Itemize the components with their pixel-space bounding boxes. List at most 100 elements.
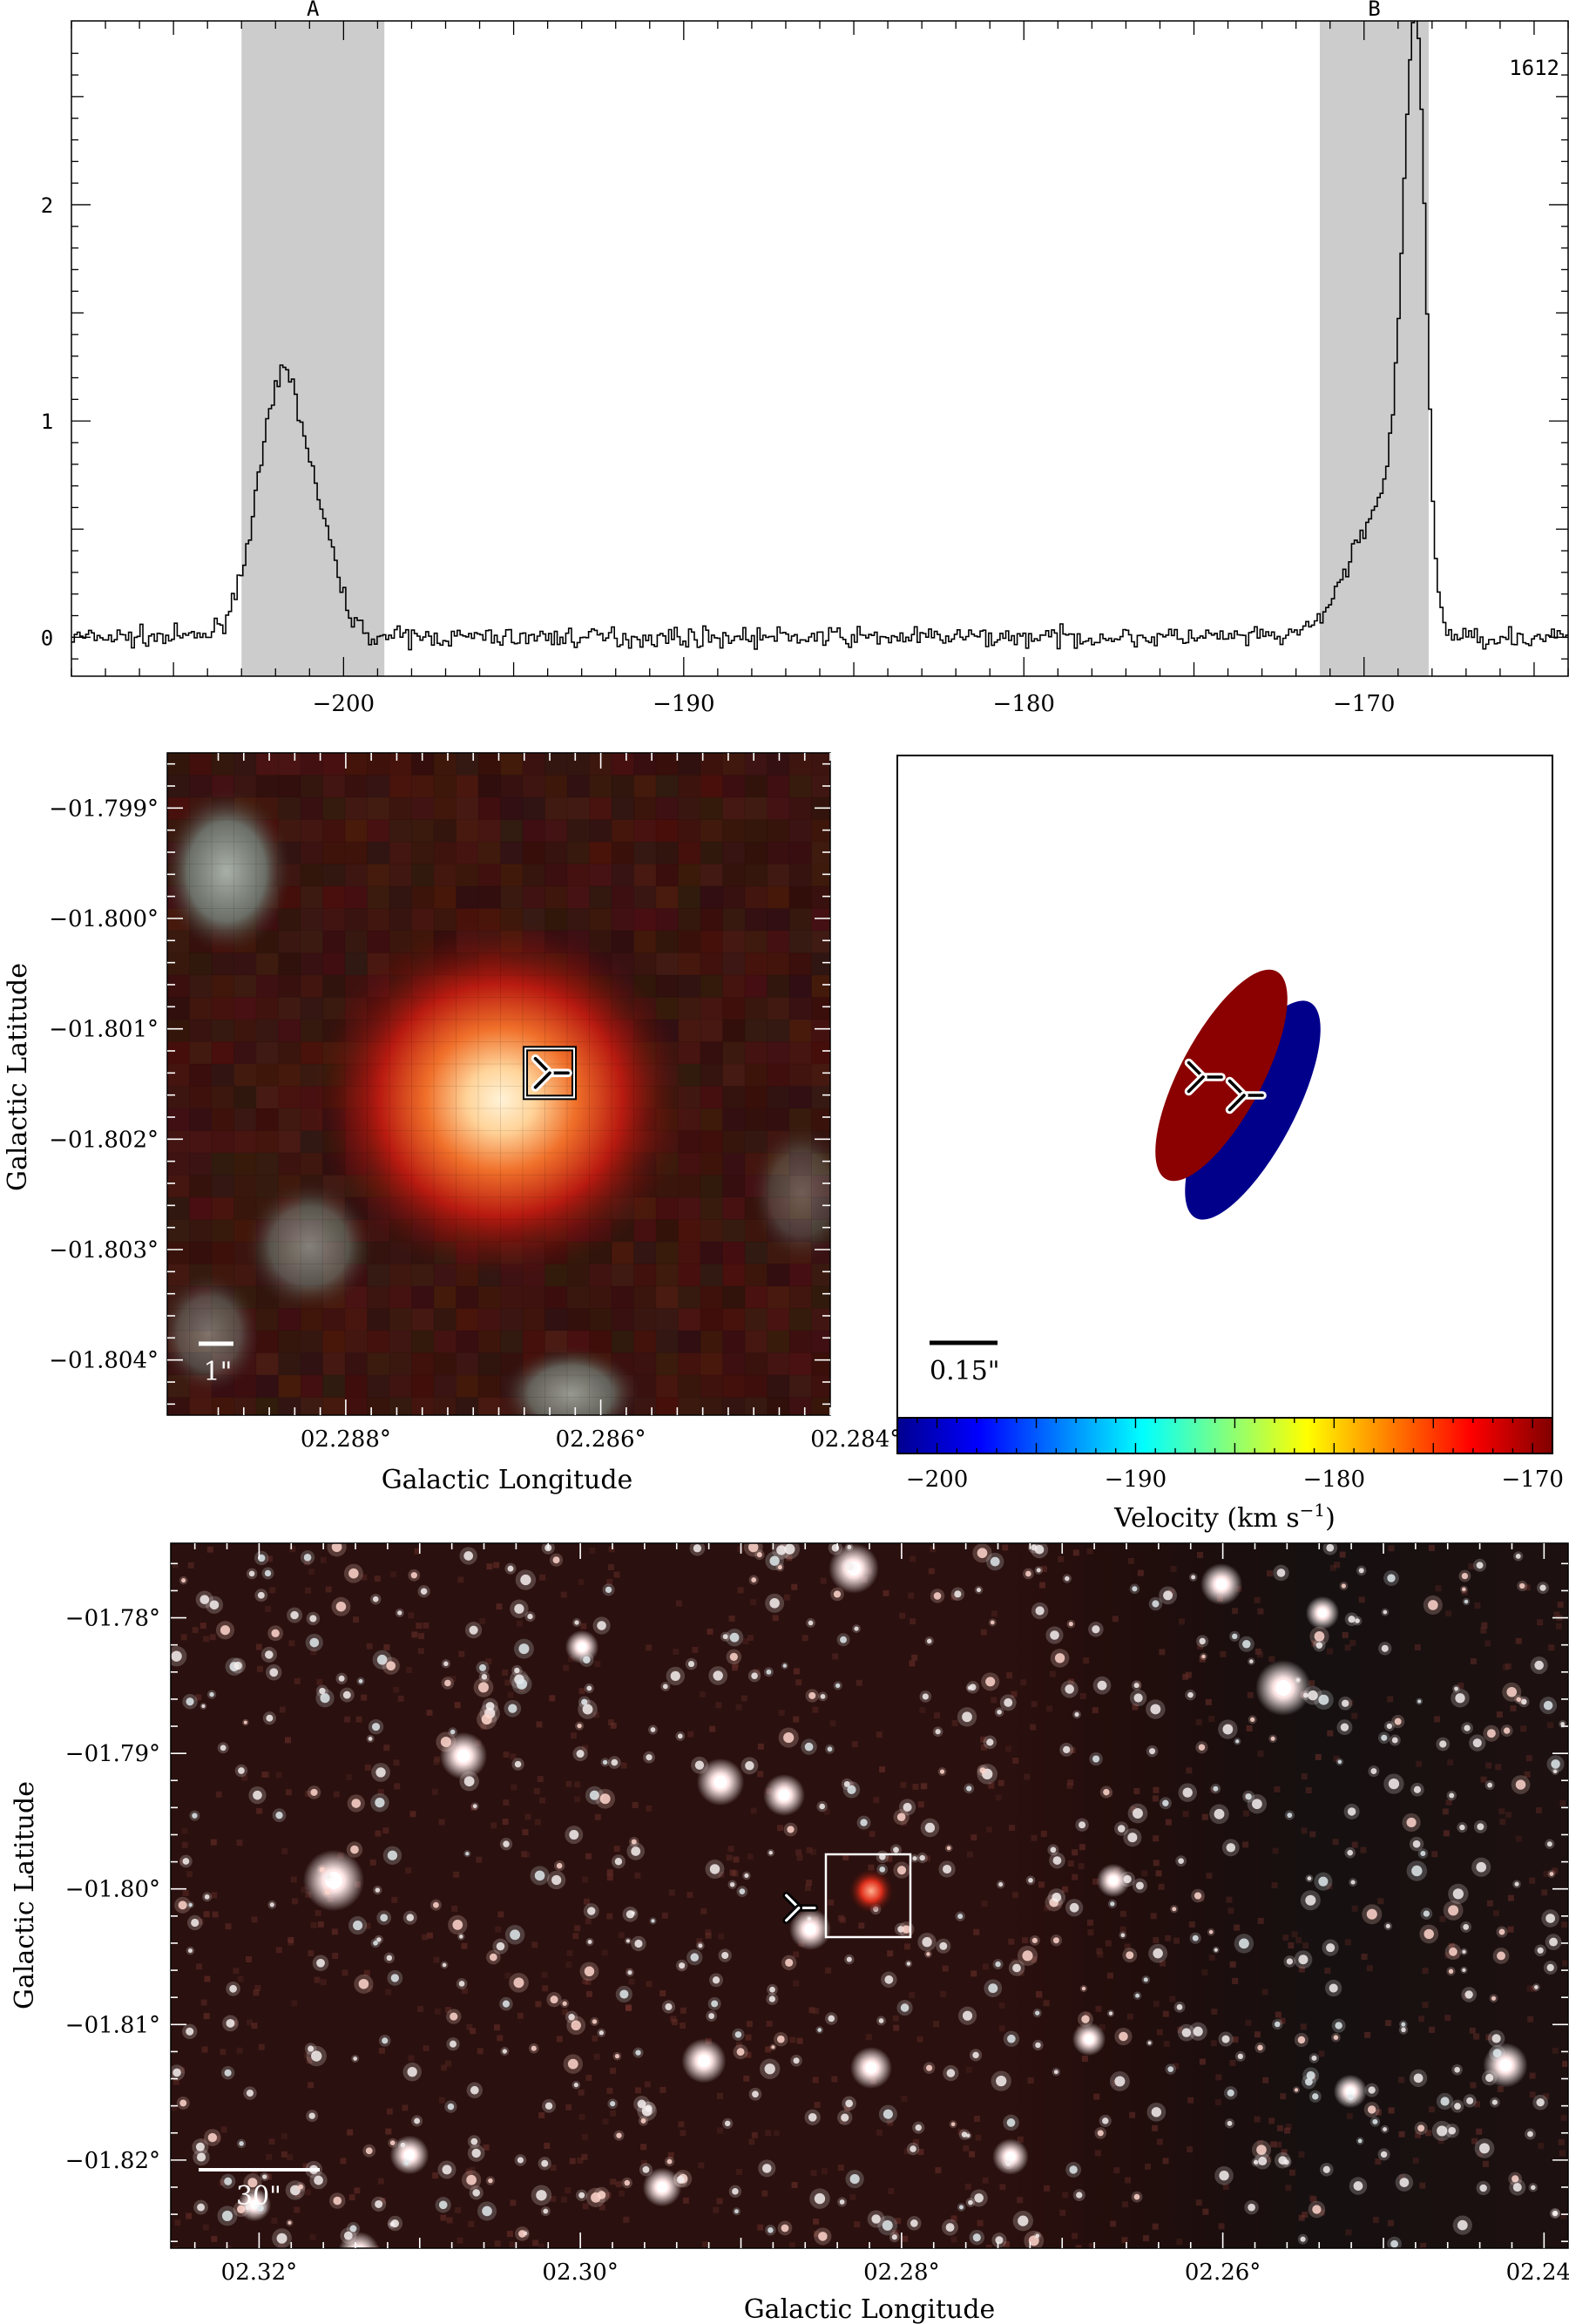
- star: [1466, 2097, 1474, 2104]
- star: [1326, 1543, 1335, 1552]
- noise-pixel: [991, 1610, 998, 1617]
- image-pixel: [656, 775, 679, 798]
- noise-pixel: [998, 2025, 1005, 2032]
- noise-pixel: [1232, 1977, 1239, 1984]
- star: [690, 1953, 700, 1962]
- star: [186, 2027, 194, 2036]
- star: [933, 1592, 942, 1600]
- image-pixel: [478, 797, 501, 820]
- noise-pixel: [825, 1967, 832, 1974]
- image-pixel: [745, 842, 768, 864]
- star: [919, 1854, 925, 1861]
- star: [1213, 1785, 1219, 1792]
- star: [845, 1562, 854, 1571]
- image-pixel: [478, 1375, 501, 1398]
- star: [900, 2003, 910, 2012]
- noise-pixel: [1119, 1926, 1126, 1933]
- image-pixel: [345, 886, 368, 909]
- colorbar-tick-label: −190: [1105, 1467, 1167, 1493]
- star: [1347, 1807, 1356, 1816]
- noise-pixel: [964, 2183, 971, 2190]
- image-pixel: [678, 1175, 701, 1198]
- star: [818, 2232, 828, 2241]
- star: [891, 2234, 897, 2240]
- star: [828, 2015, 835, 2022]
- star: [238, 1767, 245, 1774]
- noise-pixel: [1075, 2245, 1082, 2248]
- x-tick-label: 02.26°: [1185, 2260, 1261, 2286]
- spectrum-ticks: [71, 21, 1569, 676]
- star: [1347, 2094, 1354, 2101]
- star: [209, 1691, 214, 1697]
- noise-pixel: [743, 2075, 750, 2082]
- noise-pixel: [736, 2168, 743, 2175]
- image-pixel: [811, 864, 830, 887]
- star: [303, 1553, 312, 1562]
- star: [990, 1620, 995, 1625]
- star: [1108, 2011, 1113, 2016]
- noise-pixel: [1095, 2005, 1102, 2012]
- noise-pixel: [1173, 2063, 1180, 2070]
- zoom-region-box: [824, 1853, 912, 1939]
- noise-pixel: [1468, 1563, 1475, 1570]
- noise-pixel: [265, 2173, 272, 2180]
- noise-pixel: [1439, 1915, 1446, 1922]
- zoom-xlabel: Galactic Longitude: [382, 1465, 633, 1495]
- image-pixel: [233, 1064, 257, 1087]
- noise-pixel: [583, 1898, 590, 1905]
- noise-pixel: [531, 1941, 538, 1948]
- noise-pixel: [1153, 1835, 1160, 1842]
- image-pixel: [722, 1086, 746, 1109]
- noise-pixel: [772, 1615, 779, 1622]
- noise-pixel: [610, 1722, 617, 1729]
- image-pixel: [278, 775, 301, 798]
- noise-pixel: [1153, 1936, 1160, 1943]
- star: [229, 1984, 237, 1993]
- image-pixel: [456, 1375, 479, 1398]
- noise-pixel: [181, 1841, 188, 1848]
- noise-pixel: [1040, 1566, 1047, 1573]
- x-tick-label: 02.28°: [863, 2260, 939, 2286]
- noise-pixel: [751, 2131, 758, 2138]
- star: [614, 1858, 623, 1866]
- noise-pixel: [1347, 1699, 1354, 1706]
- image-pixel: [256, 952, 279, 976]
- image-pixel: [322, 775, 346, 798]
- noise-pixel: [535, 2001, 542, 2008]
- image-pixel: [212, 952, 234, 976]
- star: [502, 2049, 507, 2054]
- noise-pixel: [306, 2057, 313, 2064]
- image-pixel: [233, 753, 257, 776]
- noise-pixel: [1555, 1623, 1562, 1630]
- star: [245, 2205, 251, 2211]
- noise-pixel: [998, 1779, 1004, 1786]
- star: [1463, 1924, 1470, 1930]
- star: [1462, 1968, 1466, 1973]
- star: [1193, 2026, 1203, 2036]
- star: [375, 1887, 381, 1893]
- image-pixel: [167, 1242, 190, 1264]
- star: [287, 2220, 292, 2225]
- image-pixel: [656, 864, 679, 887]
- image-pixel: [189, 1219, 213, 1243]
- star: [578, 2192, 585, 2199]
- noise-pixel: [565, 2187, 571, 2194]
- image-pixel: [278, 975, 301, 998]
- star: [253, 1790, 262, 1800]
- star: [1401, 2022, 1406, 2027]
- noise-pixel: [1097, 1951, 1104, 1958]
- noise-pixel: [1254, 1596, 1261, 1603]
- noise-pixel: [539, 1574, 546, 1581]
- image-pixel: [411, 1352, 435, 1376]
- image-pixel: [767, 1375, 790, 1398]
- image-pixel: [656, 753, 679, 776]
- noise-pixel: [256, 1665, 263, 1672]
- star: [1539, 1584, 1546, 1591]
- image-pixel: [301, 1375, 323, 1398]
- noise-pixel: [1434, 1716, 1441, 1723]
- noise-pixel: [541, 1971, 548, 1978]
- star: [1167, 2066, 1173, 2072]
- noise-pixel: [812, 2077, 819, 2083]
- star: [1340, 1723, 1349, 1731]
- image-pixel: [700, 1352, 723, 1376]
